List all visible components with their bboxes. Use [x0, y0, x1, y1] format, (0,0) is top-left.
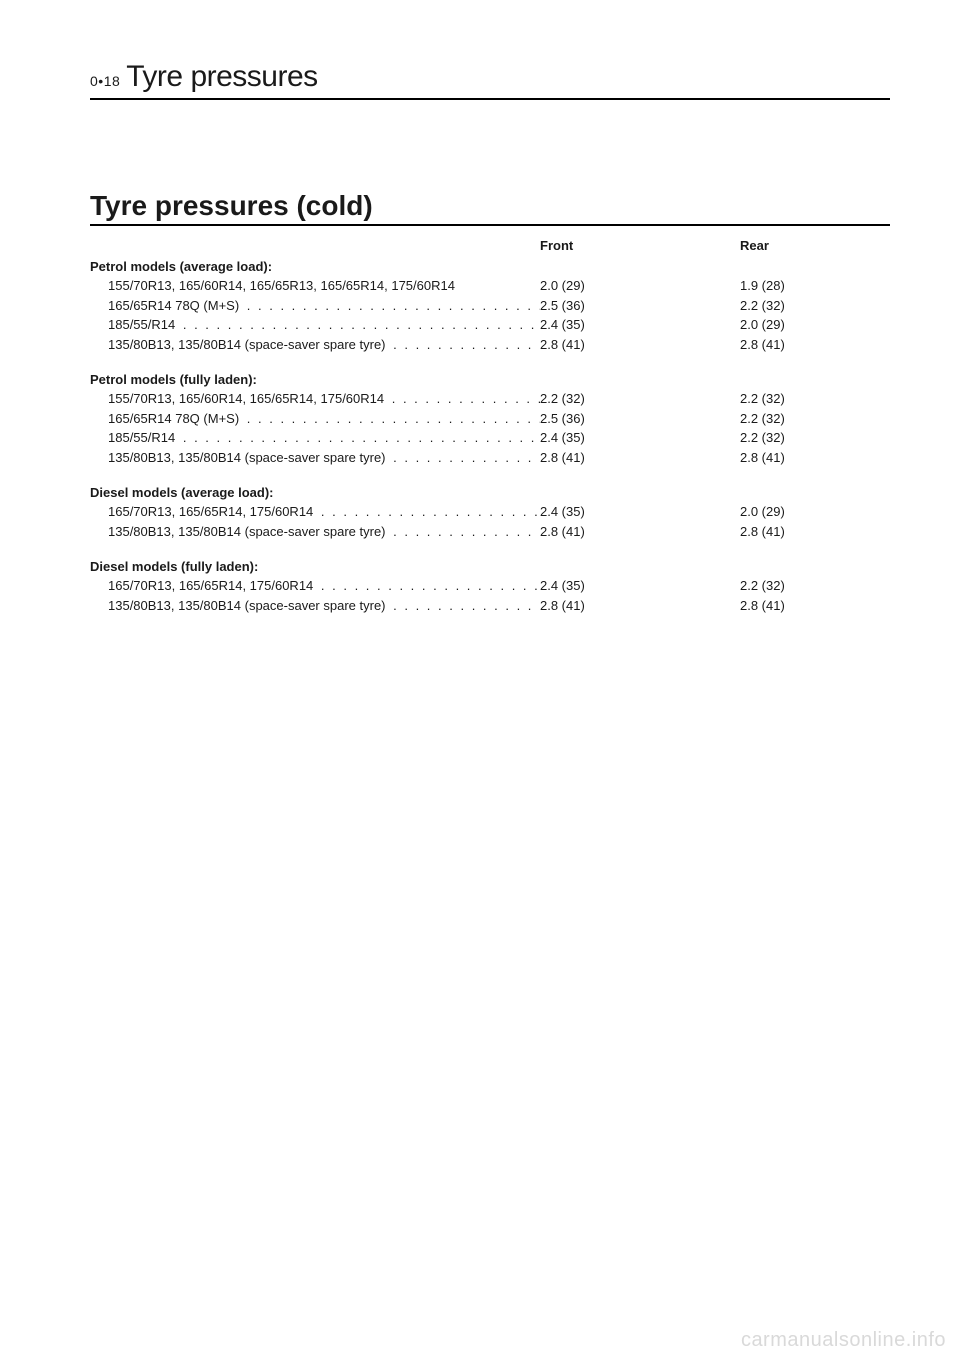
table-row: 185/55/R14 . . . . . . . . . . . . . . .…	[90, 428, 890, 448]
columns-header: Front Rear	[90, 238, 890, 253]
dot-leader: . . . . . . . . . . . . . . . . . . . . …	[388, 598, 540, 613]
rear-pressure: 1.9 (28)	[740, 276, 840, 296]
table-row: 165/65R14 78Q (M+S) . . . . . . . . . . …	[90, 409, 890, 429]
table-row: 155/70R13, 165/60R14, 165/65R13, 165/65R…	[90, 276, 890, 296]
rear-pressure: 2.8 (41)	[740, 522, 840, 542]
watermark: carmanualsonline.info	[741, 1329, 946, 1352]
running-head: 0•18 Tyre pressures	[90, 60, 890, 100]
rear-pressure: 2.2 (32)	[740, 409, 840, 429]
front-pressure: 2.8 (41)	[540, 522, 740, 542]
rear-pressure: 2.8 (41)	[740, 448, 840, 468]
front-pressure: 2.8 (41)	[540, 335, 740, 355]
tyre-spec-label: 165/65R14 78Q (M+S) . . . . . . . . . . …	[90, 409, 540, 429]
dot-leader: . . . . . . . . . . . . . . . . . . . . …	[177, 317, 540, 332]
tyre-spec-label: 155/70R13, 165/60R14, 165/65R14, 175/60R…	[90, 389, 540, 409]
tyre-spec-label: 165/65R14 78Q (M+S) . . . . . . . . . . …	[90, 296, 540, 316]
rear-pressure: 2.2 (32)	[740, 296, 840, 316]
front-pressure: 2.0 (29)	[540, 276, 740, 296]
front-pressure: 2.5 (36)	[540, 409, 740, 429]
pressure-table: Petrol models (average load): 155/70R13, …	[90, 259, 890, 615]
pressure-group: Diesel models (fully laden): 165/70R13, 1…	[90, 559, 890, 615]
tyre-spec-label: 135/80B13, 135/80B14 (space-saver spare …	[90, 335, 540, 355]
table-row: 165/70R13, 165/65R14, 175/60R14 . . . . …	[90, 502, 890, 522]
col-header-rear: Rear	[740, 238, 840, 253]
front-pressure: 2.8 (41)	[540, 448, 740, 468]
tyre-spec-label: 165/70R13, 165/65R14, 175/60R14 . . . . …	[90, 502, 540, 522]
rear-pressure: 2.2 (32)	[740, 389, 840, 409]
front-pressure: 2.4 (35)	[540, 315, 740, 335]
dot-leader: . . . . . . . . . . . . . . . . . . . . …	[388, 450, 540, 465]
dot-leader: . . . . . . . . . . . . . . . . . . . . …	[388, 337, 540, 352]
group-title: Petrol models (fully laden):	[90, 372, 890, 387]
dot-leader: . . . . . . . . . . . . . . . . . . . . …	[177, 430, 540, 445]
rear-pressure: 2.0 (29)	[740, 502, 840, 522]
page-number: 0•18	[90, 73, 120, 89]
dot-leader: . . . . . . . . . . . . . . . . . . . . …	[241, 298, 540, 313]
tyre-spec-label: 155/70R13, 165/60R14, 165/65R13, 165/65R…	[90, 276, 540, 296]
front-pressure: 2.4 (35)	[540, 576, 740, 596]
table-row: 165/65R14 78Q (M+S) . . . . . . . . . . …	[90, 296, 890, 316]
dot-leader: . . . . . . . . . . . . . . . . . . . . …	[315, 504, 540, 519]
table-row: 135/80B13, 135/80B14 (space-saver spare …	[90, 335, 890, 355]
pressure-group: Diesel models (average load): 165/70R13, …	[90, 485, 890, 541]
running-title: Tyre pressures	[126, 60, 317, 94]
tyre-spec-label: 185/55/R14 . . . . . . . . . . . . . . .…	[90, 428, 540, 448]
group-title: Diesel models (fully laden):	[90, 559, 890, 574]
rear-pressure: 2.2 (32)	[740, 576, 840, 596]
col-header-front: Front	[540, 238, 740, 253]
rear-pressure: 2.8 (41)	[740, 596, 840, 616]
pressure-group: Petrol models (average load): 155/70R13, …	[90, 259, 890, 354]
front-pressure: 2.4 (35)	[540, 428, 740, 448]
dot-leader: . . . . . . . . . . . . . . . . . . . . …	[388, 524, 540, 539]
front-pressure: 2.4 (35)	[540, 502, 740, 522]
tyre-spec-label: 135/80B13, 135/80B14 (space-saver spare …	[90, 522, 540, 542]
table-row: 155/70R13, 165/60R14, 165/65R14, 175/60R…	[90, 389, 890, 409]
rear-pressure: 2.8 (41)	[740, 335, 840, 355]
table-row: 135/80B13, 135/80B14 (space-saver spare …	[90, 448, 890, 468]
table-row: 185/55/R14 . . . . . . . . . . . . . . .…	[90, 315, 890, 335]
page: 0•18 Tyre pressures Tyre pressures (cold…	[0, 0, 960, 615]
tyre-spec-label: 135/80B13, 135/80B14 (space-saver spare …	[90, 448, 540, 468]
rear-pressure: 2.2 (32)	[740, 428, 840, 448]
group-title: Petrol models (average load):	[90, 259, 890, 274]
table-row: 135/80B13, 135/80B14 (space-saver spare …	[90, 522, 890, 542]
front-pressure: 2.5 (36)	[540, 296, 740, 316]
dot-leader: . . . . . . . . . . . . . . . . . . . . …	[241, 411, 540, 426]
tyre-spec-label: 135/80B13, 135/80B14 (space-saver spare …	[90, 596, 540, 616]
front-pressure: 2.2 (32)	[540, 389, 740, 409]
col-header-spacer	[90, 238, 540, 253]
tyre-spec-label: 165/70R13, 165/65R14, 175/60R14 . . . . …	[90, 576, 540, 596]
table-row: 135/80B13, 135/80B14 (space-saver spare …	[90, 596, 890, 616]
front-pressure: 2.8 (41)	[540, 596, 740, 616]
dot-leader: . . . . . . . . . . . . . . . . . . . . …	[386, 391, 540, 406]
section-title: Tyre pressures (cold)	[90, 190, 890, 226]
rear-pressure: 2.0 (29)	[740, 315, 840, 335]
tyre-spec-label: 185/55/R14 . . . . . . . . . . . . . . .…	[90, 315, 540, 335]
dot-leader: . . . . . . . . . . . . . . . . . . . . …	[315, 578, 540, 593]
pressure-group: Petrol models (fully laden): 155/70R13, 1…	[90, 372, 890, 467]
group-title: Diesel models (average load):	[90, 485, 890, 500]
table-row: 165/70R13, 165/65R14, 175/60R14 . . . . …	[90, 576, 890, 596]
